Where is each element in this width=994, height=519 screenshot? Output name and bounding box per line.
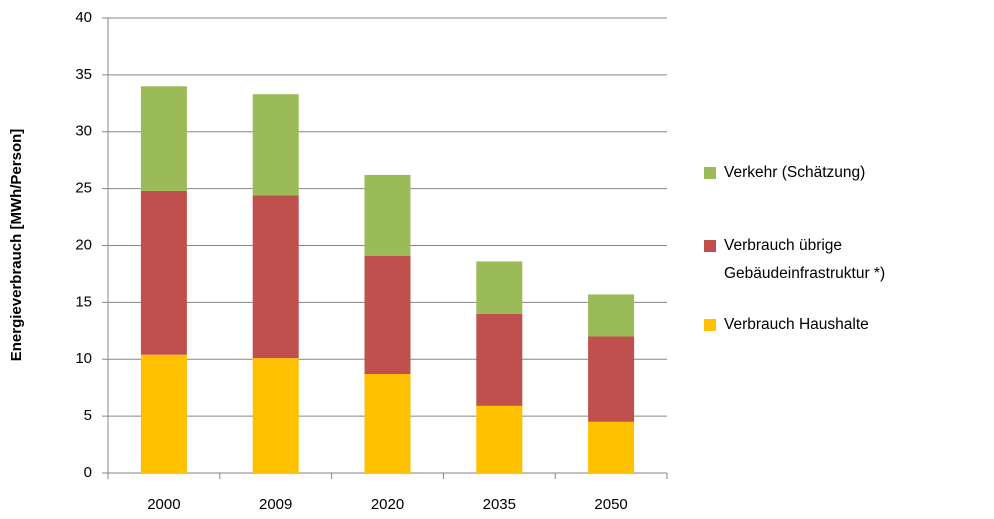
bar-segment (588, 336, 635, 422)
y-tick-label: 5 (84, 407, 92, 424)
x-tick-label: 2000 (147, 496, 180, 513)
y-tick-label: 10 (75, 350, 92, 367)
bar-segment (252, 94, 299, 196)
y-tick-label: 40 (75, 9, 92, 26)
legend-swatch (704, 167, 716, 179)
y-tick-label: 35 (75, 66, 92, 83)
y-tick-label: 15 (75, 293, 92, 310)
x-tick-label: 2009 (259, 496, 292, 513)
legend-swatch (704, 319, 716, 331)
bar-segment (364, 255, 411, 375)
legend-item: Verbrauch Haushalte (704, 311, 989, 339)
legend-item: Verkehr (Schätzung) (704, 159, 989, 187)
bar-segment (476, 261, 523, 314)
bar-segment (476, 405, 523, 473)
y-tick-label: 30 (75, 123, 92, 140)
y-tick-label: 25 (75, 180, 92, 197)
bar-segment (364, 374, 411, 473)
bar-segment (140, 354, 187, 473)
legend-label: Verbrauch Haushalte (724, 316, 869, 333)
legend-label: Verkehr (Schätzung) (724, 164, 866, 181)
bar-segment (252, 195, 299, 359)
legend-swatch (704, 240, 716, 252)
bar-segment (364, 174, 411, 256)
legend-item: Verbrauch übrige Gebäudeinfrastruktur *) (704, 232, 989, 288)
legend-label: Verbrauch übrige Gebäudeinfrastruktur *) (724, 237, 886, 282)
bar-segment (252, 358, 299, 473)
bar-segment (476, 313, 523, 406)
x-tick-label: 2050 (594, 496, 627, 513)
y-axis-title: Energieverbrauch [MWh/Person] (8, 129, 25, 362)
y-tick-label: 0 (84, 464, 92, 481)
y-tick-label: 20 (75, 236, 92, 253)
x-tick-label: 2035 (483, 496, 516, 513)
bar-segment (140, 190, 187, 355)
bar-segment (588, 421, 635, 473)
bar-segment (588, 294, 635, 337)
bar-segment (140, 86, 187, 191)
x-tick-label: 2020 (371, 496, 404, 513)
